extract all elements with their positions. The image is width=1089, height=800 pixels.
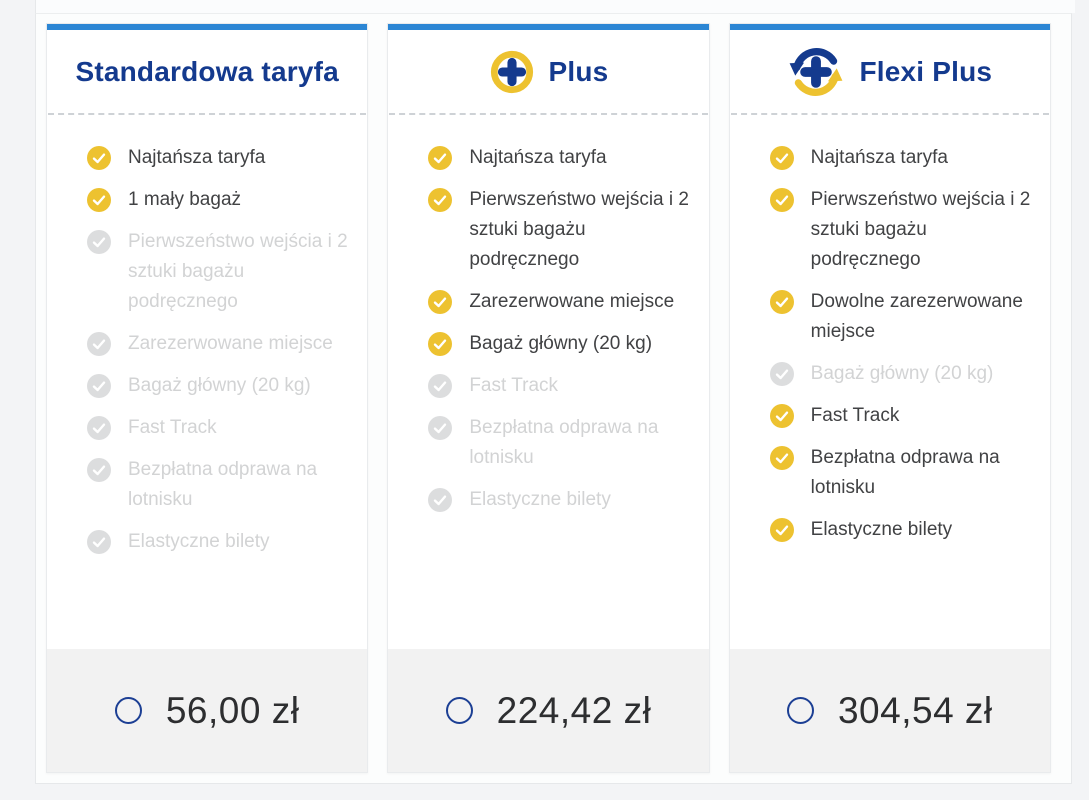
feature-item: Pierwszeństwo wejścia i 2 sztuki bagażu … — [769, 185, 1032, 275]
fare-radio-plus[interactable] — [445, 697, 473, 724]
check-icon-excluded — [87, 458, 111, 482]
feature-label: Najtańsza taryfa — [469, 147, 607, 168]
feature-item: Bezpłatna odprawa na lotnisku — [428, 413, 690, 473]
feature-label: Bagaż główny (20 kg) — [469, 333, 653, 354]
card-accent-bar — [47, 24, 368, 30]
feature-item: Fast Track — [769, 401, 1032, 431]
feature-label: Najtańsza taryfa — [810, 147, 948, 168]
check-icon-excluded — [428, 374, 453, 398]
feature-label: Fast Track — [128, 417, 217, 438]
feature-label: Bezpłatna odprawa na lotnisku — [128, 459, 318, 510]
fare-cards: Standardowa taryfa Najtańsza taryfa 1 ma… — [46, 23, 1051, 773]
feature-label: Dowolne zarezerwowane miejsce — [810, 291, 1023, 342]
fare-price: 56,00 zł — [165, 689, 300, 731]
feature-label: Zarezerwowane miejsce — [128, 333, 333, 354]
feature-label: Elastyczne bilety — [128, 531, 270, 552]
card-accent-bar — [729, 24, 1050, 30]
feature-item: Bezpłatna odprawa na lotnisku — [769, 443, 1032, 503]
check-icon-included — [769, 188, 794, 212]
fare-radio-standard[interactable] — [114, 697, 142, 724]
feature-item: Bagaż główny (20 kg) — [428, 329, 690, 359]
feature-label: Bezpłatna odprawa na lotnisku — [810, 447, 1000, 498]
feature-item: Elastyczne bilety — [87, 527, 349, 557]
fare-card-plus[interactable]: Plus Najtańsza taryfa Pierwszeństwo wejś… — [387, 23, 710, 773]
check-icon-included — [428, 188, 453, 212]
feature-label: Pierwszeństwo wejścia i 2 sztuki bagażu … — [469, 189, 689, 270]
fare-title: Standardowa taryfa — [75, 55, 339, 87]
feature-label: Bezpłatna odprawa na lotnisku — [469, 417, 659, 468]
feature-item: Bagaż główny (20 kg) — [87, 371, 349, 401]
check-icon-excluded — [428, 416, 453, 440]
check-icon-included — [428, 332, 453, 356]
feature-item: Pierwszeństwo wejścia i 2 sztuki bagażu … — [87, 227, 349, 317]
check-icon-excluded — [87, 332, 111, 356]
check-icon-excluded — [87, 416, 111, 440]
plus-circle-icon — [489, 49, 535, 95]
card-header: Flexi Plus — [730, 30, 1049, 115]
feature-label: Zarezerwowane miejsce — [469, 291, 675, 312]
check-icon-included — [87, 146, 111, 170]
fare-selection-panel: Standardowa taryfa Najtańsza taryfa 1 ma… — [35, 13, 1072, 784]
check-icon-excluded — [87, 374, 111, 398]
check-icon-included — [769, 290, 794, 314]
fare-card-standard[interactable]: Standardowa taryfa Najtańsza taryfa 1 ma… — [46, 23, 369, 773]
feature-item: Fast Track — [87, 413, 349, 443]
feature-item: Bezpłatna odprawa na lotnisku — [87, 455, 349, 515]
feature-label: Elastyczne bilety — [469, 489, 611, 510]
feature-item: Dowolne zarezerwowane miejsce — [769, 287, 1032, 347]
feature-item: Bagaż główny (20 kg) — [769, 359, 1032, 389]
check-icon-excluded — [428, 488, 453, 512]
feature-list: Najtańsza taryfa Pierwszeństwo wejścia i… — [388, 115, 708, 649]
feature-label: Najtańsza taryfa — [128, 147, 266, 168]
page-top-strip — [35, 0, 1075, 13]
fare-price: 224,42 zł — [496, 689, 652, 731]
feature-item: Najtańsza taryfa — [428, 143, 690, 173]
feature-label: Fast Track — [469, 375, 559, 396]
check-icon-included — [428, 146, 453, 170]
card-header: Standardowa taryfa — [48, 30, 367, 115]
card-footer[interactable]: 56,00 zł — [47, 649, 368, 772]
feature-label: Pierwszeństwo wejścia i 2 sztuki bagażu … — [128, 231, 348, 312]
check-icon-excluded — [87, 230, 111, 254]
fare-card-flexi-plus[interactable]: Flexi Plus Najtańsza taryfa Pierwszeństw… — [728, 23, 1051, 773]
feature-label: Bagaż główny (20 kg) — [128, 375, 311, 396]
feature-item: Elastyczne bilety — [769, 515, 1032, 545]
feature-list: Najtańsza taryfa Pierwszeństwo wejścia i… — [730, 115, 1050, 649]
card-accent-bar — [388, 24, 709, 30]
check-icon-excluded — [769, 362, 794, 386]
feature-label: 1 mały bagaż — [128, 189, 242, 210]
fare-price: 304,54 zł — [837, 689, 993, 731]
feature-label: Fast Track — [810, 405, 900, 426]
fare-radio-flexi-plus[interactable] — [786, 697, 814, 724]
check-icon-excluded — [87, 530, 111, 554]
check-icon-included — [87, 188, 111, 212]
card-header: Plus — [389, 30, 708, 115]
check-icon-included — [769, 518, 794, 542]
fare-title: Plus — [548, 55, 609, 87]
flexi-plus-icon — [787, 43, 845, 101]
feature-item: Zarezerwowane miejsce — [428, 287, 690, 317]
feature-item: Zarezerwowane miejsce — [87, 329, 349, 359]
feature-list: Najtańsza taryfa 1 mały bagaż Pierwszeńs… — [47, 115, 367, 649]
fare-title: Flexi Plus — [859, 55, 993, 87]
feature-label: Pierwszeństwo wejścia i 2 sztuki bagażu … — [810, 189, 1031, 270]
feature-label: Elastyczne bilety — [810, 519, 953, 540]
feature-item: Pierwszeństwo wejścia i 2 sztuki bagażu … — [428, 185, 690, 275]
card-footer[interactable]: 304,54 zł — [729, 649, 1050, 772]
card-footer[interactable]: 224,42 zł — [388, 649, 709, 772]
check-icon-included — [769, 146, 794, 170]
check-icon-included — [769, 446, 794, 470]
feature-item: Najtańsza taryfa — [87, 143, 349, 173]
feature-label: Bagaż główny (20 kg) — [810, 363, 994, 384]
feature-item: Najtańsza taryfa — [769, 143, 1032, 173]
check-icon-included — [428, 290, 453, 314]
feature-item: Fast Track — [428, 371, 690, 401]
check-icon-included — [769, 404, 794, 428]
feature-item: 1 mały bagaż — [87, 185, 349, 215]
feature-item: Elastyczne bilety — [428, 485, 690, 515]
